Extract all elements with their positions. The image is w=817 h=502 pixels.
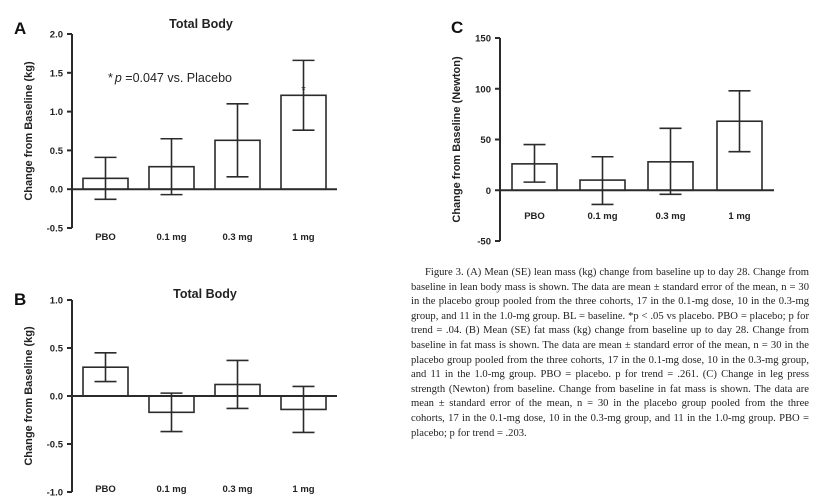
y-tick-label: 2.0: [50, 30, 63, 41]
y-tick-label: 1.0: [50, 296, 63, 307]
x-tick-label: PBO: [95, 484, 116, 495]
x-tick-label: 1 mg: [292, 232, 314, 243]
y-tick-label: 0: [486, 186, 491, 197]
y-tick-label: -1.0: [47, 488, 63, 499]
panel-b: B Total Body Change from Baseline (kg) -1.0…: [14, 287, 337, 499]
y-tick-label: 0.0: [50, 392, 63, 403]
y-tick-label: 0.0: [50, 185, 63, 196]
y-tick-label: 100: [475, 84, 491, 95]
panel-label: C: [451, 18, 463, 37]
y-tick-label: 0.5: [50, 344, 64, 355]
figure-caption: Figure 3. (A) Mean (SE) lean mass (kg) c…: [411, 267, 809, 439]
x-tick-label: PBO: [95, 232, 116, 243]
y-tick-label: 50: [480, 135, 491, 146]
y-axis-label: Change from Baseline (kg): [23, 61, 35, 201]
y-tick-label: -50: [477, 237, 491, 248]
x-tick-label: 1 mg: [728, 211, 750, 222]
p-value-annotation: * p =0.047 vs. Placebo: [108, 71, 232, 85]
annotation-p: p: [114, 71, 122, 85]
x-tick-label: 0.1 mg: [587, 211, 617, 222]
panel-label: B: [14, 290, 26, 309]
bar: [280, 94, 327, 190]
x-tick-label: 0.3 mg: [222, 232, 252, 243]
x-tick-label: 0.3 mg: [222, 484, 252, 495]
y-axis-label: Change from Baseline (kg): [23, 326, 35, 466]
y-tick-label: 1.0: [50, 107, 63, 118]
annotation-text: =0.047 vs. Placebo: [122, 71, 232, 85]
chart-title: Total Body: [173, 287, 237, 301]
y-tick-label: 1.5: [50, 68, 64, 79]
y-tick-label: -0.5: [47, 224, 64, 235]
significance-marker: *: [301, 84, 306, 96]
x-tick-label: 0.3 mg: [655, 211, 685, 222]
y-axis-label: Change from Baseline (Newton): [451, 56, 463, 223]
panel-a: A Total Body Change from Baseline (kg) -0.5…: [14, 17, 337, 243]
annotation-star: *: [108, 71, 113, 85]
chart-title: Total Body: [169, 17, 233, 31]
y-tick-label: 0.5: [50, 146, 64, 157]
x-tick-label: 1 mg: [292, 484, 314, 495]
y-tick-label: 150: [475, 34, 491, 45]
x-tick-label: 0.1 mg: [156, 484, 186, 495]
y-tick-label: -0.5: [47, 440, 64, 451]
x-tick-label: PBO: [524, 211, 545, 222]
x-tick-label: 0.1 mg: [156, 232, 186, 243]
panel-c: C Change from Baseline (Newton) -50 0 50 100 1…: [451, 18, 774, 248]
panel-label: A: [14, 19, 26, 38]
